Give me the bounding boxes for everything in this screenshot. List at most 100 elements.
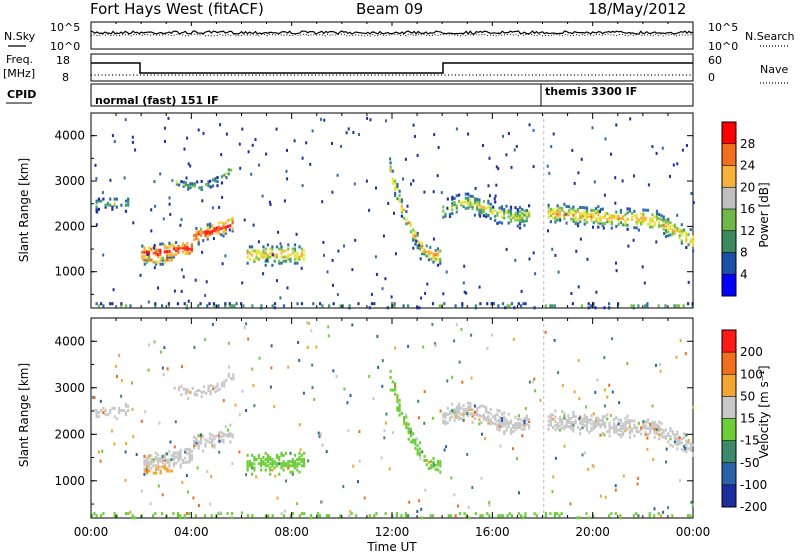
- echo-cell: [414, 446, 417, 450]
- echo-cell: [300, 266, 303, 270]
- echo-cell: [231, 219, 234, 223]
- echo-cell: [227, 218, 230, 222]
- echo-cell: [554, 456, 557, 460]
- colorbar-swatch: [722, 352, 736, 375]
- echo-cell: [327, 325, 330, 329]
- echo-cell: [604, 421, 607, 425]
- echo-cell: [479, 214, 482, 218]
- echo-cell: [655, 215, 659, 219]
- echo-cell: [246, 261, 249, 265]
- echo-cell: [496, 427, 499, 431]
- echo-cell: [188, 456, 191, 460]
- echo-cell: [644, 218, 647, 222]
- echo-cell: [480, 207, 483, 211]
- echo-cell: [280, 453, 283, 457]
- x-tick-label: 04:00: [174, 525, 209, 539]
- echo-cell: [453, 203, 456, 207]
- echo-cell: [265, 152, 268, 156]
- echo-cell: [181, 250, 184, 254]
- echo-cell: [528, 210, 531, 214]
- echo-cell: [446, 379, 449, 383]
- echo-cell: [442, 209, 445, 213]
- echo-cell: [454, 514, 457, 518]
- echo-cell: [619, 424, 622, 428]
- echo-cell: [209, 502, 212, 506]
- echo-cell: [155, 467, 158, 471]
- echo-cell: [143, 254, 146, 258]
- echo-cell: [467, 414, 470, 418]
- echo-cell: [482, 208, 485, 212]
- echo-cell: [191, 182, 194, 186]
- echo-cell: [228, 302, 231, 306]
- echo-cell: [590, 422, 593, 426]
- echo-cell: [583, 222, 586, 226]
- echo-cell: [248, 462, 251, 466]
- echo-cell: [227, 374, 230, 378]
- echo-cell: [680, 233, 683, 237]
- echo-cell: [577, 359, 580, 363]
- echo-cell: [604, 415, 607, 419]
- echo-cell: [245, 409, 248, 412]
- echo-cell: [94, 163, 97, 167]
- echo-cell: [518, 421, 522, 425]
- echo-cell: [626, 227, 629, 231]
- colorbar-swatch: [722, 396, 736, 419]
- echo-cell: [166, 458, 169, 462]
- echo-cell: [166, 252, 169, 256]
- echo-cell: [145, 463, 148, 466]
- echo-cell: [442, 292, 445, 296]
- echo-cell: [684, 352, 687, 356]
- echo-cell: [394, 384, 397, 388]
- echo-cell: [95, 205, 98, 209]
- echo-cell: [172, 243, 175, 247]
- echo-cell: [659, 369, 662, 373]
- echo-cell: [238, 142, 241, 146]
- echo-cell: [154, 464, 157, 468]
- echo-cell: [662, 431, 665, 435]
- echo-cell: [615, 430, 618, 434]
- echo-cell: [298, 455, 301, 459]
- echo-cell: [587, 302, 590, 306]
- echo-cell: [266, 257, 269, 261]
- echo-cell: [469, 403, 472, 407]
- echo-cell: [251, 253, 254, 257]
- echo-cell: [331, 258, 334, 262]
- echo-cell: [487, 415, 490, 419]
- echo-cell: [298, 255, 301, 259]
- echo-cell: [188, 247, 191, 251]
- echo-cell: [572, 207, 575, 211]
- echo-cell: [264, 251, 267, 255]
- echo-cell: [181, 246, 184, 250]
- echo-cell: [628, 423, 631, 427]
- echo-cell: [420, 516, 423, 520]
- echo-cell: [193, 393, 196, 397]
- echo-cell: [558, 212, 561, 216]
- echo-cell: [516, 212, 519, 216]
- echo-cell: [190, 455, 193, 459]
- echo-cell: [193, 238, 196, 241]
- echo-cell: [664, 230, 668, 234]
- echo-cell: [381, 287, 384, 291]
- echo-cell: [216, 176, 219, 179]
- echo-cell: [501, 302, 505, 306]
- echo-cell: [676, 432, 679, 436]
- echo-cell: [406, 204, 409, 208]
- echo-cell: [296, 255, 299, 259]
- echo-cell: [220, 233, 223, 237]
- echo-cell: [403, 420, 406, 424]
- echo-cell: [93, 409, 96, 412]
- echo-cell: [498, 220, 501, 224]
- echo-cell: [99, 399, 102, 403]
- echo-cell: [164, 465, 167, 469]
- echo-cell: [692, 249, 695, 253]
- echo-cell: [412, 228, 415, 232]
- echo-cell: [293, 257, 297, 261]
- echo-cell: [525, 414, 528, 418]
- echo-cell: [157, 260, 160, 264]
- echo-cell: [407, 304, 410, 308]
- echo-cell: [455, 204, 458, 208]
- echo-cell: [592, 427, 595, 430]
- echo-cell: [153, 266, 156, 270]
- echo-cell: [517, 302, 520, 306]
